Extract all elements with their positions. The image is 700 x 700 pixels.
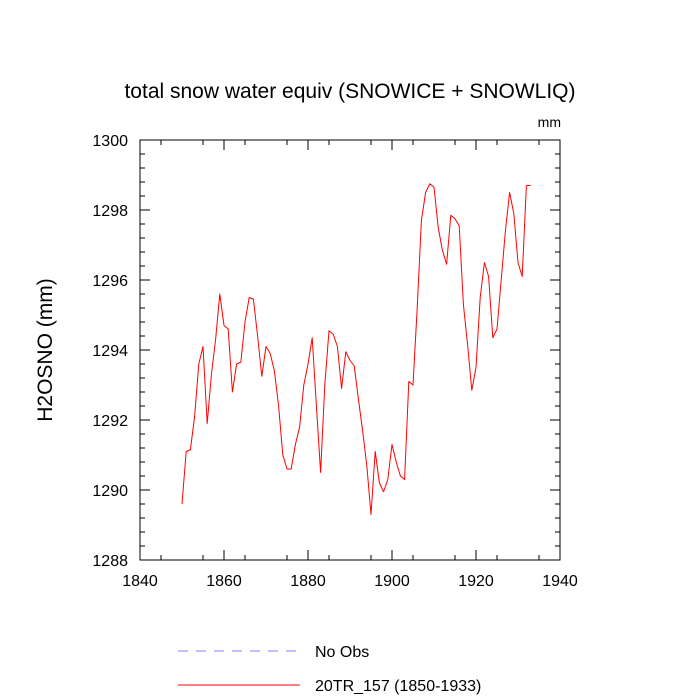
legend-label-no-obs: No Obs <box>315 644 369 661</box>
y-axis-label: H2OSNO (mm) <box>34 278 57 422</box>
series-layer <box>181 183 531 515</box>
y-tick-label: 1292 <box>92 413 128 430</box>
legend-label-20tr-157: 20TR_157 (1850-1933) <box>315 678 481 695</box>
x-tick-label: 1940 <box>542 573 578 590</box>
units-label: mm <box>538 114 561 130</box>
series-line-20tr-157 <box>181 183 531 515</box>
y-tick-label: 1298 <box>92 203 128 220</box>
x-tick-label: 1920 <box>458 573 494 590</box>
x-tick-label: 1900 <box>374 573 410 590</box>
y-tick-label: 1290 <box>92 483 128 500</box>
y-tick-label: 1288 <box>92 553 128 570</box>
ticks: 1840 1860 1880 1900 1920 1940 1288 1290 1292 1294… <box>92 133 577 590</box>
y-tick-label: 1296 <box>92 273 128 290</box>
y-tick-label: 1300 <box>92 133 128 150</box>
y-tick-label: 1294 <box>92 343 128 360</box>
legend: No Obs 20TR_157 (1850-1933) <box>178 644 481 695</box>
x-tick-label: 1860 <box>206 573 242 590</box>
chart-title: total snow water equiv (SNOWICE + SNOWLI… <box>124 80 575 103</box>
x-tick-label: 1840 <box>122 573 158 590</box>
x-tick-label: 1880 <box>290 573 326 590</box>
